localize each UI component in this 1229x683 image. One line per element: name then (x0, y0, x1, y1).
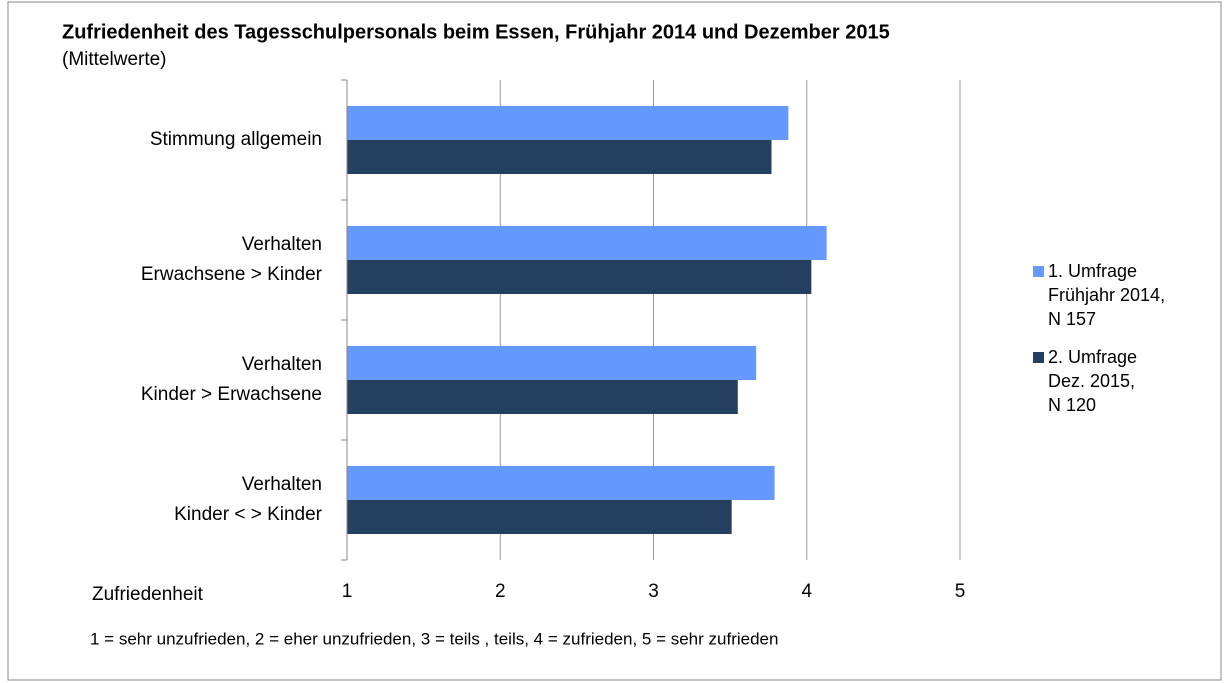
y-tick-label: Verhalten Erwachsene > Kinder (141, 234, 323, 285)
y-tick-label: Stimmung allgemein (150, 129, 322, 150)
x-tick-label: 3 (648, 581, 659, 602)
bar (347, 380, 738, 414)
chart-subtitle: (Mittelwerte) (62, 49, 167, 70)
bar (347, 500, 732, 534)
x-axis-label: Zufriedenheit (92, 584, 204, 605)
legend-swatch (1033, 266, 1044, 277)
bar (347, 260, 812, 294)
bar (347, 106, 789, 140)
footnote: 1 = sehr unzufrieden, 2 = eher unzufried… (90, 629, 778, 648)
legend-label: 1. Umfrage Frühjahr 2014, N 157 (1048, 261, 1165, 329)
bar (347, 226, 827, 260)
y-tick-label: Verhalten Kinder > Erwachsene (141, 354, 322, 405)
bar (347, 346, 757, 380)
y-tick-label: Verhalten Kinder < > Kinder (174, 474, 323, 525)
x-tick-label: 1 (342, 581, 353, 602)
x-tick-label: 5 (955, 581, 966, 602)
chart-title: Zufriedenheit des Tagesschulpersonals be… (62, 21, 890, 43)
chart-border (7, 1, 1222, 681)
legend-swatch (1033, 352, 1044, 363)
bar (347, 466, 775, 500)
x-tick-label: 4 (801, 581, 812, 602)
bar (347, 140, 772, 174)
x-tick-label: 2 (495, 581, 506, 602)
legend-label: 2. Umfrage Dez. 2015, N 120 (1048, 347, 1137, 415)
